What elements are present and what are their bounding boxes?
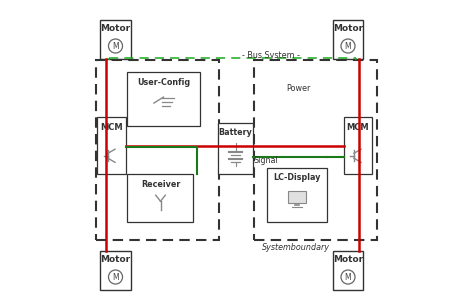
Text: M: M xyxy=(112,41,119,50)
Bar xyxy=(98,117,126,174)
Bar xyxy=(333,250,363,290)
Text: LC-Display: LC-Display xyxy=(273,173,321,182)
Circle shape xyxy=(109,39,122,53)
Bar xyxy=(267,168,327,222)
Circle shape xyxy=(109,270,122,284)
Bar xyxy=(344,117,372,174)
Text: User-Config: User-Config xyxy=(137,78,190,87)
Text: Receiver: Receiver xyxy=(141,180,180,189)
Text: Motor: Motor xyxy=(100,255,130,264)
Bar xyxy=(218,123,254,174)
Text: M: M xyxy=(345,41,351,50)
Text: Systemboundary: Systemboundary xyxy=(262,243,329,252)
Bar xyxy=(254,60,376,240)
Bar xyxy=(128,174,193,222)
Text: Signal: Signal xyxy=(254,156,278,165)
Text: MCM: MCM xyxy=(100,123,123,132)
Bar xyxy=(128,72,200,126)
Bar xyxy=(96,60,219,240)
Text: Motor: Motor xyxy=(333,255,363,264)
Bar xyxy=(100,20,130,58)
Bar xyxy=(100,250,130,290)
Text: Motor: Motor xyxy=(333,24,363,33)
Text: - Bus System -: - Bus System - xyxy=(241,51,300,60)
Text: Power: Power xyxy=(286,84,310,93)
Bar xyxy=(333,20,363,58)
Bar xyxy=(288,191,306,203)
Text: Battery: Battery xyxy=(219,128,253,137)
Circle shape xyxy=(341,270,355,284)
Text: MCM: MCM xyxy=(346,123,369,132)
Text: Motor: Motor xyxy=(100,24,130,33)
Text: M: M xyxy=(112,272,119,281)
Text: M: M xyxy=(345,272,351,281)
Circle shape xyxy=(341,39,355,53)
